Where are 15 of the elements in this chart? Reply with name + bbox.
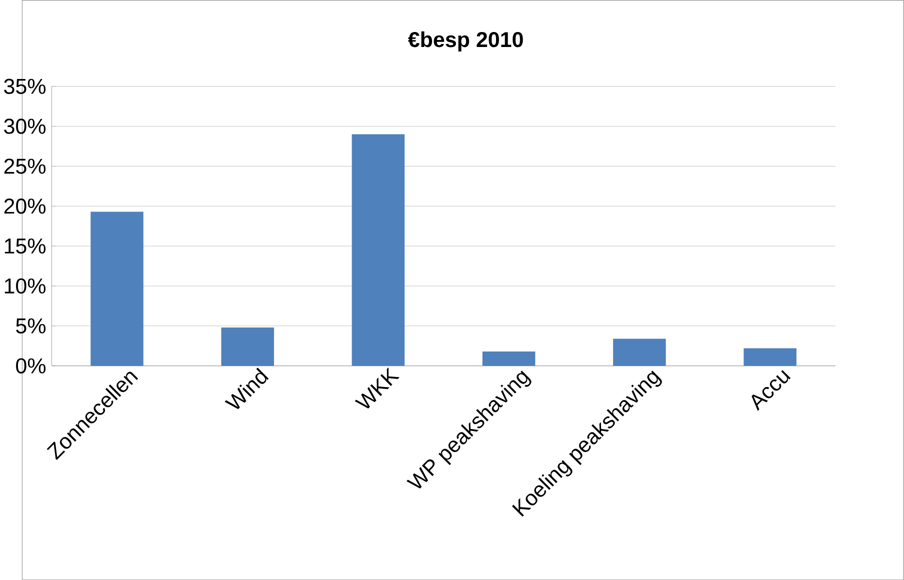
chart-title: €besp 2010 [408,31,523,52]
bar [352,134,405,366]
bar [90,212,144,366]
y-tick-label: 10% [4,278,46,294]
bar [613,338,666,366]
y-tick-label: 0% [16,358,46,374]
bar [221,327,274,366]
y-tick-label: 25% [4,158,46,174]
bar [744,348,796,366]
y-tick-label: 30% [4,118,46,134]
y-tick-label: 5% [16,318,46,334]
y-tick-label: 15% [4,238,46,254]
y-tick-label: 20% [4,198,46,214]
y-tick-label: 35% [4,78,46,94]
bar [482,351,536,366]
